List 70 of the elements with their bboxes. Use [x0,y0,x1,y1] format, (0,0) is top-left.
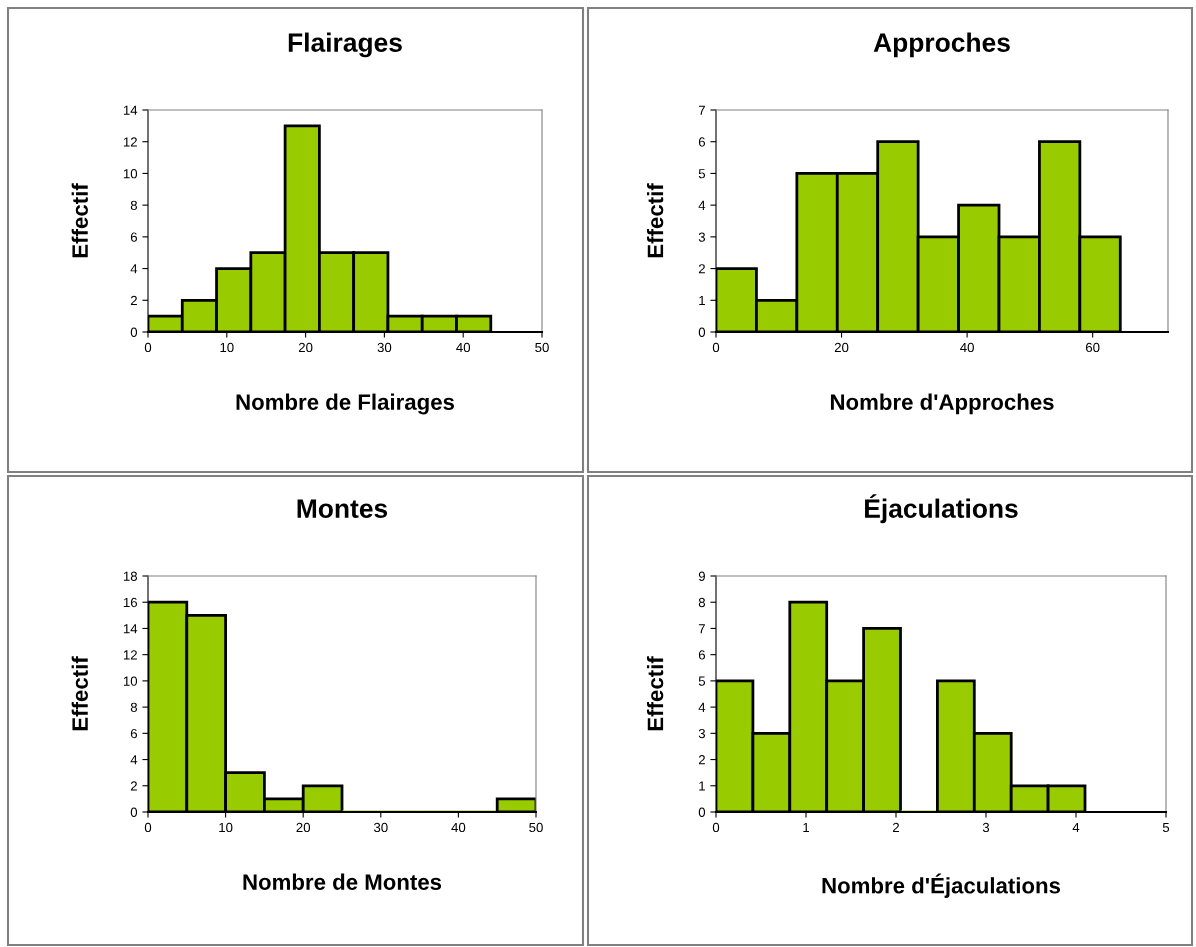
y-tick-label: 14 [123,624,138,634]
x-tick-label: 20 [296,822,311,833]
y-tick-label: 9 [698,571,705,581]
y-tick-label: 4 [130,264,138,274]
y-tick-label: 6 [698,650,705,660]
y-tick-label: 8 [130,200,138,211]
y-tick-label: 0 [698,327,706,337]
y-tick-label: 8 [130,702,138,713]
chart-title: Montes [297,499,388,518]
y-tick-label: 0 [698,807,706,817]
y-tick-label: 6 [130,728,137,739]
y-tick-label: 2 [698,264,705,274]
x-tick-label: 50 [535,342,549,353]
x-tick-label: 10 [220,342,234,353]
y-tick-label: 10 [123,676,138,686]
x-axis-title: Nombre de Flairages [236,393,455,415]
x-tick-label: 2 [893,822,900,832]
y-tick-label: 3 [698,728,705,739]
y-tick-label: 0 [130,807,138,817]
y-tick-label: 2 [698,755,705,765]
y-tick-label: 6 [698,137,705,147]
y-tick-label: 14 [123,105,138,115]
y-tick-label: 4 [698,200,706,210]
y-tick-label: 1 [699,781,705,791]
x-tick-label: 50 [529,822,543,833]
y-axis-title: Effectif [71,183,88,258]
y-tick-label: 3 [698,232,705,242]
x-tick-label: 0 [144,822,152,833]
y-tick-label: 18 [123,571,138,581]
x-tick-label: 40 [451,822,466,833]
y-tick-label: 8 [698,597,706,608]
x-tick-label: 5 [1162,822,1170,833]
y-tick-label: 5 [698,676,706,686]
chart-title: Éjaculations [865,494,1018,524]
x-tick-label: 40 [456,342,471,353]
y-tick-label: 16 [123,597,137,608]
y-tick-label: 0 [130,327,138,337]
x-tick-label: 0 [712,822,720,833]
chart-title: Approches [873,32,1010,58]
x-axis-title: Nombre d'Éjaculations [822,873,1061,898]
y-tick-label: 7 [698,105,705,115]
y-tick-label: 5 [698,169,706,179]
y-tick-label: 7 [698,624,705,634]
x-tick-label: 1 [803,822,810,832]
x-tick-label: 40 [960,342,974,353]
y-tick-label: 12 [123,137,137,147]
y-tick-label: 2 [130,781,137,791]
y-axis-title: Effectif [71,656,88,731]
x-tick-label: 60 [1086,342,1100,353]
x-tick-label: 20 [298,342,313,353]
x-tick-label: 30 [377,342,392,353]
y-tick-label: 1 [699,295,705,306]
y-axis-title: Effectif [646,656,664,731]
x-tick-label: 4 [1072,822,1080,832]
x-tick-label: 0 [144,342,152,353]
x-tick-label: 30 [373,822,388,833]
x-tick-label: 20 [834,342,849,353]
y-tick-label: 2 [130,295,137,306]
y-axis-title: Effectif [646,183,664,258]
chart-title: Flairages [288,32,402,58]
x-tick-label: 3 [982,822,990,833]
y-tick-label: 4 [698,702,706,712]
x-axis-title: Nombre de Montes [243,873,442,890]
x-tick-label: 10 [219,822,233,833]
y-tick-label: 12 [123,650,137,660]
x-tick-label: 0 [712,342,720,353]
y-tick-label: 4 [130,755,138,765]
x-axis-title: Nombre d'Approches [830,393,1054,415]
y-tick-label: 6 [130,232,137,242]
y-tick-label: 10 [123,169,138,179]
